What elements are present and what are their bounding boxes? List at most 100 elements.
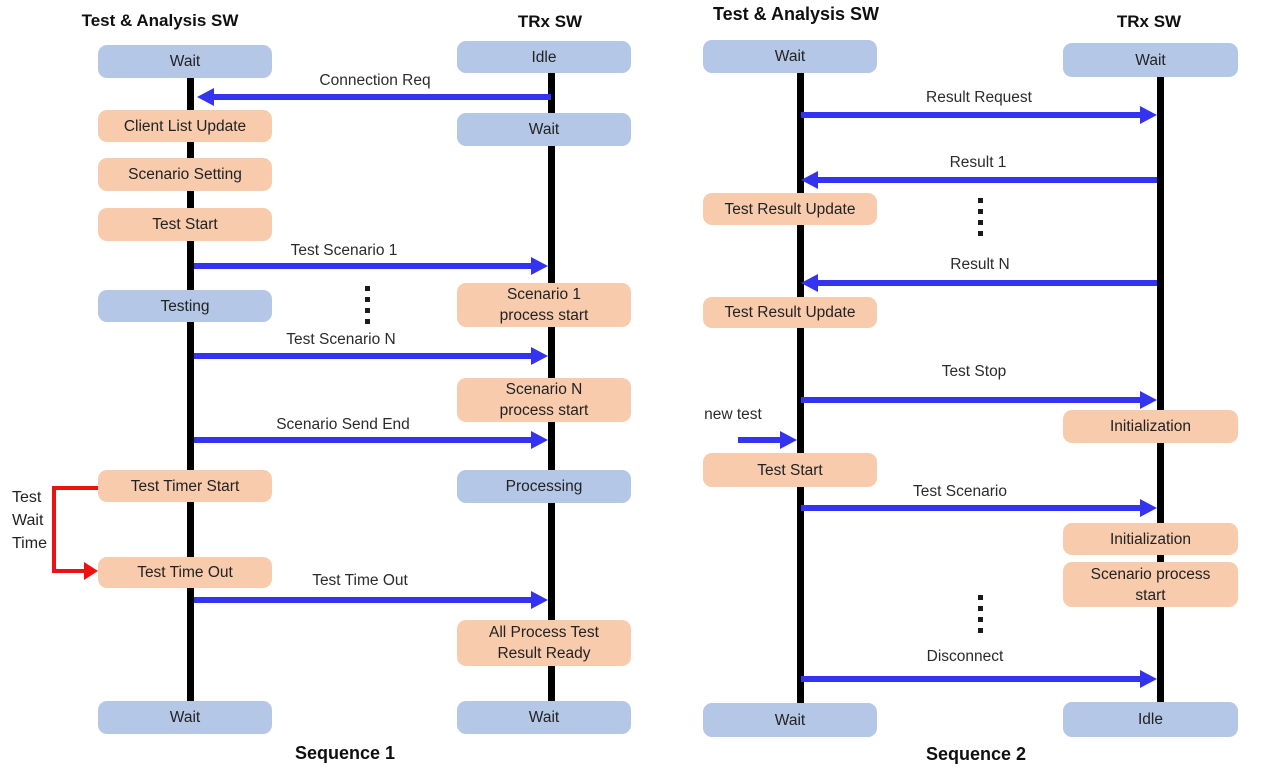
lifeline-seq1-test-analysis-sw — [187, 58, 194, 710]
state-box: Processing — [457, 470, 631, 503]
arrow-shaft — [194, 597, 535, 603]
message-arrow-scenario-send-end — [194, 431, 548, 449]
participant-seq1-trx-sw: TRx SW — [517, 12, 583, 31]
arrow-head-right-icon — [1140, 499, 1157, 517]
arrow-head-right-icon — [780, 431, 797, 449]
state-box: Client List Update — [98, 110, 272, 142]
arrow-head-right-icon — [531, 257, 548, 275]
message-arrow-test-stop — [801, 391, 1157, 409]
arrow-shaft — [801, 676, 1144, 682]
message-label: Result Request — [926, 89, 1032, 106]
state-box: Scenario N process start — [457, 378, 631, 422]
arrow-head-right-icon — [531, 591, 548, 609]
state-box: Idle — [457, 41, 631, 73]
dot — [978, 198, 983, 203]
message-arrow-test-time-out — [194, 591, 548, 609]
message-arrow-test-scenario-n — [194, 347, 548, 365]
timer-bracket-top — [52, 486, 98, 490]
state-box: Initialization — [1063, 410, 1238, 443]
vertical-ellipsis — [978, 198, 983, 236]
participant-seq2-trx-sw: TRx SW — [1116, 12, 1182, 31]
arrow-shaft — [801, 112, 1144, 118]
state-box: Test Time Out — [98, 557, 272, 588]
state-box: Wait — [457, 701, 631, 734]
state-box: Wait — [98, 45, 272, 78]
message-arrow-result-1 — [801, 171, 1157, 189]
dot — [365, 308, 370, 313]
state-box: Testing — [98, 290, 272, 322]
state-box: Scenario 1 process start — [457, 283, 631, 327]
state-box: Initialization — [1063, 523, 1238, 555]
state-box: All Process Test Result Ready — [457, 620, 631, 666]
arrow-head-right-icon — [1140, 670, 1157, 688]
state-box: Test Timer Start — [98, 470, 272, 502]
arrow-shaft — [814, 280, 1157, 286]
message-label: Connection Req — [319, 72, 431, 89]
sequence2-title: Sequence 2 — [925, 744, 1027, 764]
state-box: Scenario process start — [1063, 562, 1238, 607]
arrow-shaft — [801, 505, 1144, 511]
arrow-head-right-icon — [531, 431, 548, 449]
vertical-ellipsis — [978, 595, 983, 633]
sequence1-title: Sequence 1 — [294, 743, 396, 763]
message-arrow-disconnect — [801, 670, 1157, 688]
lifeline-seq2-test-analysis-sw — [797, 55, 804, 713]
dot — [365, 286, 370, 291]
message-label: Result N — [950, 256, 1010, 273]
timer-bracket-vertical — [52, 486, 56, 572]
message-arrow-test-scenario-1 — [194, 257, 548, 275]
participant-seq2-test-analysis-sw: Test & Analysis SW — [712, 4, 880, 24]
arrow-head-right-icon — [1140, 106, 1157, 124]
message-label: Test Time Out — [312, 572, 408, 589]
message-arrow-connection-req — [197, 88, 551, 106]
message-label: Test Stop — [941, 363, 1007, 380]
state-box: Scenario Setting — [98, 158, 272, 191]
dot — [978, 231, 983, 236]
message-label: Scenario Send End — [276, 416, 410, 433]
timer-wait-label: Test Wait Time — [12, 489, 47, 552]
vertical-ellipsis — [365, 286, 370, 324]
arrow-head-right-icon — [531, 347, 548, 365]
arrow-shaft — [210, 94, 551, 100]
arrow-shaft — [738, 437, 784, 443]
arrow-shaft — [194, 353, 535, 359]
dot — [365, 319, 370, 324]
arrow-head-left-icon — [197, 88, 214, 106]
message-arrow-test-scenario — [801, 499, 1157, 517]
state-box: Wait — [703, 703, 877, 737]
arrow-head-left-icon — [801, 171, 818, 189]
arrow-shaft — [194, 263, 535, 269]
message-label: Test Scenario 1 — [290, 242, 398, 259]
state-box: Wait — [1063, 43, 1238, 77]
message-label: Test Scenario — [913, 483, 1007, 500]
arrow-shaft — [194, 437, 535, 443]
message-arrow-result-request — [801, 106, 1157, 124]
state-box: Wait — [98, 701, 272, 734]
message-label: Disconnect — [926, 648, 1004, 665]
dot — [978, 220, 983, 225]
lifeline-seq2-trx-sw — [1157, 58, 1164, 713]
timer-arrow-head-icon — [84, 562, 98, 580]
message-label: Test Scenario N — [286, 331, 396, 348]
state-box: Test Result Update — [703, 193, 877, 225]
dot — [978, 606, 983, 611]
arrow-shaft — [814, 177, 1157, 183]
state-box: Test Start — [703, 453, 877, 487]
state-box: Test Result Update — [703, 297, 877, 328]
dot — [978, 595, 983, 600]
timer-bracket-bottom — [52, 569, 84, 573]
dot — [978, 617, 983, 622]
message-label: Result 1 — [949, 154, 1007, 171]
arrow-head-right-icon — [1140, 391, 1157, 409]
participant-seq1-test-analysis-sw: Test & Analysis SW — [81, 11, 239, 30]
dot — [978, 209, 983, 214]
arrow-shaft — [801, 397, 1144, 403]
arrow-head-left-icon — [801, 274, 818, 292]
message-arrow-new-test — [738, 431, 797, 449]
dot — [978, 628, 983, 633]
state-box: Wait — [703, 40, 877, 73]
state-box: Test Start — [98, 208, 272, 241]
dot — [365, 297, 370, 302]
state-box: Idle — [1063, 702, 1238, 737]
